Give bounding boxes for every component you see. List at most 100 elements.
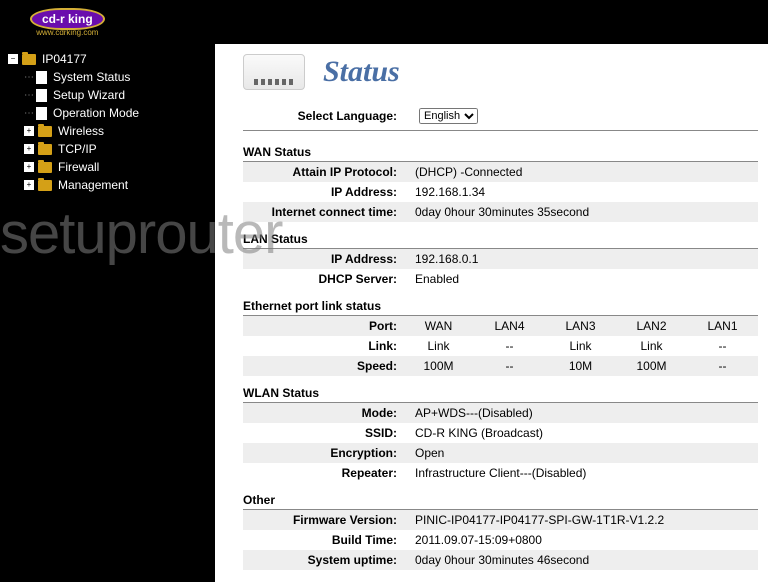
eth-cell: LAN1 — [687, 316, 758, 336]
eth-section: Ethernet port link status Port:WANLAN4LA… — [243, 299, 758, 376]
logo: cd-r king www.cdrking.com — [30, 8, 105, 37]
eth-row: Speed:100M--10M100M-- — [243, 356, 758, 376]
field-label: Repeater: — [243, 463, 403, 483]
tree-connector: ⋯ — [24, 108, 34, 119]
field-value: PINIC-IP04177-IP04177-SPI-GW-1T1R-V1.2.2 — [403, 510, 676, 530]
eth-cell: 100M — [403, 356, 474, 376]
sidebar-item-label: Wireless — [58, 124, 104, 138]
field-label: SSID: — [243, 423, 403, 443]
other-section: Other Firmware Version:PINIC-IP04177-IP0… — [243, 493, 758, 570]
field-value: 0day 0hour 30minutes 46second — [403, 550, 601, 570]
sidebar-item-tcp-ip[interactable]: + TCP/IP — [0, 140, 215, 158]
tree-connector: ⋯ — [24, 90, 34, 101]
doc-icon — [36, 89, 47, 102]
top-bar: cd-r king www.cdrking.com — [0, 0, 768, 44]
collapse-icon[interactable]: − — [8, 54, 18, 64]
expand-icon[interactable]: + — [24, 144, 34, 154]
folder-icon — [38, 126, 52, 137]
sidebar-item-label: TCP/IP — [58, 142, 97, 156]
field-label: Internet connect time: — [243, 202, 403, 222]
lan-row: DHCP Server:Enabled — [243, 269, 758, 289]
expand-icon[interactable]: + — [24, 126, 34, 136]
sidebar-item-label: Firewall — [58, 160, 99, 174]
wlan-row: Encryption:Open — [243, 443, 758, 463]
sidebar-item-management[interactable]: + Management — [0, 176, 215, 194]
page-header: Status — [243, 54, 758, 90]
field-value: 192.168.1.34 — [403, 182, 497, 202]
language-row: Select Language: English — [243, 102, 758, 131]
eth-cell: Link — [545, 336, 616, 356]
folder-icon — [38, 180, 52, 191]
field-value: 2011.09.07-15:09+0800 — [403, 530, 554, 550]
wan-row: Internet connect time:0day 0hour 30minut… — [243, 202, 758, 222]
sidebar-item-operation-mode[interactable]: ⋯ Operation Mode — [0, 104, 215, 122]
sidebar-item-system-status[interactable]: ⋯ System Status — [0, 68, 215, 86]
wan-section: WAN Status Attain IP Protocol:(DHCP) -Co… — [243, 145, 758, 222]
eth-table: Port:WANLAN4LAN3LAN2LAN1Link:Link--LinkL… — [243, 316, 758, 376]
wlan-heading: WLAN Status — [243, 386, 758, 403]
eth-row-label: Link: — [243, 336, 403, 356]
expand-icon[interactable]: + — [24, 162, 34, 172]
sidebar-item-firewall[interactable]: + Firewall — [0, 158, 215, 176]
eth-cell: 10M — [545, 356, 616, 376]
field-label: IP Address: — [243, 182, 403, 202]
eth-row: Port:WANLAN4LAN3LAN2LAN1 — [243, 316, 758, 336]
language-label: Select Language: — [243, 106, 403, 126]
field-label: Build Time: — [243, 530, 403, 550]
folder-icon — [38, 162, 52, 173]
field-value: Enabled — [403, 269, 471, 289]
doc-icon — [36, 71, 47, 84]
field-label: System uptime: — [243, 550, 403, 570]
wan-heading: WAN Status — [243, 145, 758, 162]
tree-connector: ⋯ — [24, 72, 34, 83]
eth-row-label: Speed: — [243, 356, 403, 376]
router-icon — [243, 54, 305, 90]
eth-heading: Ethernet port link status — [243, 299, 758, 316]
lan-section: LAN Status IP Address:192.168.0.1DHCP Se… — [243, 232, 758, 289]
wan-row: Attain IP Protocol:(DHCP) -Connected — [243, 162, 758, 182]
root-label: IP04177 — [42, 52, 87, 66]
other-row: System uptime:0day 0hour 30minutes 46sec… — [243, 550, 758, 570]
doc-icon — [36, 107, 47, 120]
field-value: CD-R KING (Broadcast) — [403, 423, 555, 443]
field-value: AP+WDS---(Disabled) — [403, 403, 545, 423]
sidebar: − IP04177 ⋯System Status⋯Setup Wizard⋯Op… — [0, 44, 215, 582]
sidebar-item-label: Management — [58, 178, 128, 192]
field-label: Attain IP Protocol: — [243, 162, 403, 182]
eth-cell: LAN4 — [474, 316, 545, 336]
lan-row: IP Address:192.168.0.1 — [243, 249, 758, 269]
logo-badge: cd-r king — [30, 8, 105, 30]
eth-cell: -- — [474, 356, 545, 376]
field-value: 0day 0hour 30minutes 35second — [403, 202, 601, 222]
eth-cell: -- — [474, 336, 545, 356]
language-select[interactable]: English — [419, 108, 478, 124]
field-value: (DHCP) -Connected — [403, 162, 534, 182]
eth-cell: Link — [403, 336, 474, 356]
eth-cell: LAN2 — [616, 316, 687, 336]
wan-row: IP Address:192.168.1.34 — [243, 182, 758, 202]
eth-cell: 100M — [616, 356, 687, 376]
wlan-row: SSID:CD-R KING (Broadcast) — [243, 423, 758, 443]
tree-root[interactable]: − IP04177 — [0, 50, 215, 68]
eth-row: Link:Link--LinkLink-- — [243, 336, 758, 356]
eth-cell: WAN — [403, 316, 474, 336]
field-value: 192.168.0.1 — [403, 249, 490, 269]
wlan-section: WLAN Status Mode:AP+WDS---(Disabled)SSID… — [243, 386, 758, 483]
expand-icon[interactable]: + — [24, 180, 34, 190]
content-pane: Status Select Language: English WAN Stat… — [215, 44, 768, 582]
eth-cell: -- — [687, 356, 758, 376]
other-row: Build Time:2011.09.07-15:09+0800 — [243, 530, 758, 550]
field-value: Infrastructure Client---(Disabled) — [403, 463, 598, 483]
wlan-row: Mode:AP+WDS---(Disabled) — [243, 403, 758, 423]
field-label: IP Address: — [243, 249, 403, 269]
sidebar-item-label: Operation Mode — [53, 106, 139, 120]
field-label: Mode: — [243, 403, 403, 423]
other-row: Firmware Version:PINIC-IP04177-IP04177-S… — [243, 510, 758, 530]
eth-row-label: Port: — [243, 316, 403, 336]
folder-icon — [22, 54, 36, 65]
sidebar-item-label: System Status — [53, 70, 130, 84]
folder-icon — [38, 144, 52, 155]
sidebar-item-setup-wizard[interactable]: ⋯Setup Wizard — [0, 86, 215, 104]
sidebar-item-wireless[interactable]: + Wireless — [0, 122, 215, 140]
lan-heading: LAN Status — [243, 232, 758, 249]
